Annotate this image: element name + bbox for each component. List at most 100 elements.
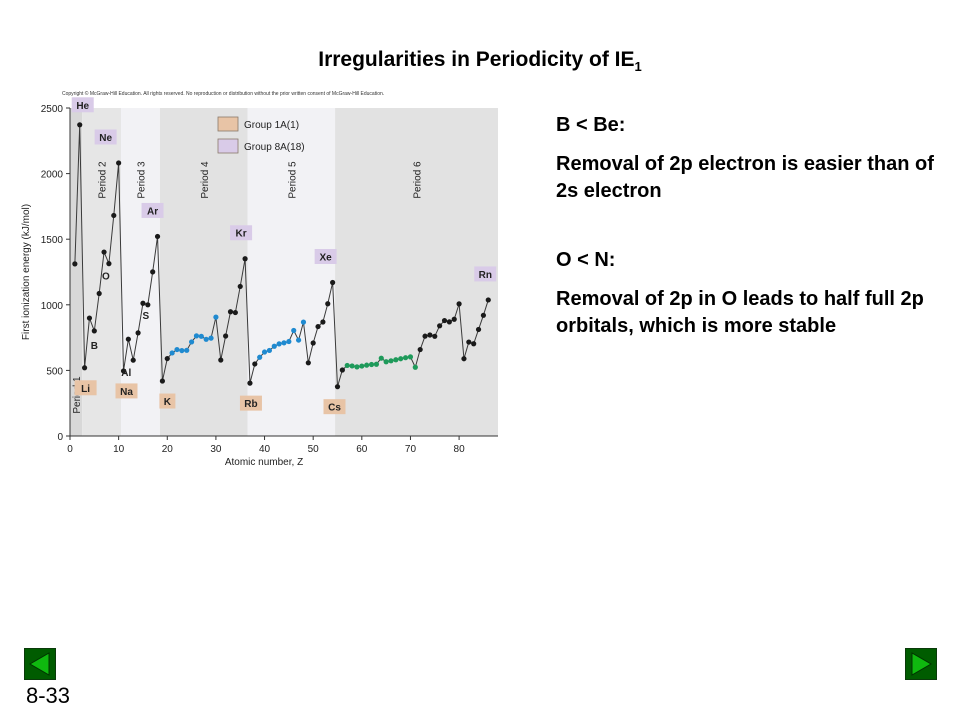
data-point-z19 <box>159 378 166 384</box>
data-point-z67 <box>393 357 399 363</box>
data-point-z43 <box>276 341 282 347</box>
data-point-z20 <box>164 355 170 362</box>
element-label-He: He <box>76 101 89 112</box>
data-point-z5 <box>91 328 97 334</box>
x-tick-label-40: 40 <box>259 444 271 455</box>
data-point-z54 <box>330 279 336 286</box>
period-band-5 <box>247 108 336 436</box>
data-point-z52 <box>320 319 326 325</box>
element-label-Rb: Rb <box>244 399 257 410</box>
period-band-1 <box>70 108 83 436</box>
period-band-6 <box>335 108 498 436</box>
x-tick-label-20: 20 <box>162 444 174 455</box>
element-label-B: B <box>91 341 98 352</box>
data-point-z84 <box>475 326 482 333</box>
element-label-box-He <box>71 97 94 113</box>
data-point-z83 <box>471 341 477 347</box>
element-label-S: S <box>142 311 149 322</box>
data-point-z31 <box>218 357 224 363</box>
data-point-z32 <box>223 333 229 339</box>
data-point-z53 <box>325 301 331 307</box>
data-point-z28 <box>203 336 209 342</box>
x-tick-label-50: 50 <box>308 444 320 455</box>
data-point-z34 <box>232 309 238 316</box>
data-point-z85 <box>480 312 487 318</box>
data-point-z65 <box>383 359 389 365</box>
data-point-z4 <box>86 315 93 321</box>
x-tick-label-80: 80 <box>454 444 466 455</box>
data-point-z80 <box>456 301 462 307</box>
previous-slide-button[interactable] <box>24 648 56 680</box>
data-point-z50 <box>310 340 316 346</box>
data-point-z11 <box>120 368 127 374</box>
triangle-left-icon <box>29 652 50 676</box>
note-2-heading: O < N: <box>556 249 616 271</box>
notes-spacer <box>556 205 936 247</box>
data-point-z10 <box>116 160 122 166</box>
element-label-Li: Li <box>81 384 90 395</box>
period-label-6: Period 6 <box>413 161 424 199</box>
period-label-2: Period 2 <box>98 161 109 199</box>
slide-number: 8-33 <box>26 683 71 708</box>
next-slide-button[interactable] <box>905 648 937 680</box>
y-axis-label: First ionization energy (kJ/mol) <box>21 204 32 340</box>
data-point-z30 <box>213 314 219 320</box>
note-2-text: Removal of 2p in O leads to half full 2p… <box>556 288 924 337</box>
data-point-z13 <box>130 357 136 363</box>
data-point-z48 <box>300 319 307 325</box>
data-point-z60 <box>359 363 365 369</box>
data-point-z23 <box>179 347 185 354</box>
element-label-Ar: Ar <box>147 206 158 217</box>
period-label-4: Period 4 <box>200 161 211 199</box>
element-label-Xe: Xe <box>320 252 333 263</box>
data-point-z38 <box>252 361 258 367</box>
data-point-z55 <box>334 384 341 390</box>
data-point-z9 <box>111 212 117 219</box>
data-point-z29 <box>208 335 214 341</box>
data-point-z7 <box>101 249 107 255</box>
x-axis-label: Atomic number, Z <box>225 457 303 468</box>
data-point-z15 <box>140 300 146 306</box>
data-point-z78 <box>446 319 452 325</box>
element-label-Rn: Rn <box>479 270 492 281</box>
element-label-box-K <box>159 393 176 409</box>
data-point-z62 <box>368 361 375 368</box>
element-label-O: O <box>102 272 110 283</box>
legend-label-2: Group 8A(18) <box>244 142 305 153</box>
data-point-z33 <box>227 309 234 315</box>
element-label-box-Li <box>74 380 97 396</box>
data-point-z51 <box>315 323 321 330</box>
data-point-z77 <box>441 317 448 324</box>
period-label-5: Period 5 <box>287 161 298 199</box>
data-point-z86 <box>485 297 491 303</box>
data-point-z41 <box>266 347 273 354</box>
triangle-right-icon <box>911 652 932 676</box>
data-point-z14 <box>135 330 141 336</box>
y-tick-label-1500: 1500 <box>41 235 64 246</box>
note-1-heading: B < Be: <box>556 114 626 136</box>
slide-title-text: Irregularities in Periodicity of IE <box>318 48 635 71</box>
element-label-Kr: Kr <box>236 229 247 240</box>
data-point-z44 <box>281 340 287 346</box>
data-point-z49 <box>305 360 311 366</box>
element-label-box-Rb <box>239 395 262 411</box>
y-tick-label-500: 500 <box>46 366 63 377</box>
data-point-z6 <box>96 290 102 297</box>
element-label-Ne: Ne <box>99 133 112 144</box>
data-point-z66 <box>388 358 394 364</box>
element-label-box-Cs <box>323 399 346 415</box>
x-tick-label-60: 60 <box>356 444 368 455</box>
legend-label-1: Group 1A(1) <box>244 120 299 131</box>
data-point-z39 <box>257 354 263 360</box>
data-point-z22 <box>174 346 180 353</box>
data-point-z64 <box>378 355 384 361</box>
element-label-box-Ar <box>141 202 164 218</box>
data-point-z56 <box>339 367 345 373</box>
data-point-z36 <box>242 256 248 262</box>
x-tick-label-10: 10 <box>113 444 125 455</box>
data-point-z69 <box>402 355 409 361</box>
data-point-z82 <box>466 339 472 345</box>
data-point-z47 <box>295 337 302 343</box>
period-label-3: Period 3 <box>137 161 148 199</box>
